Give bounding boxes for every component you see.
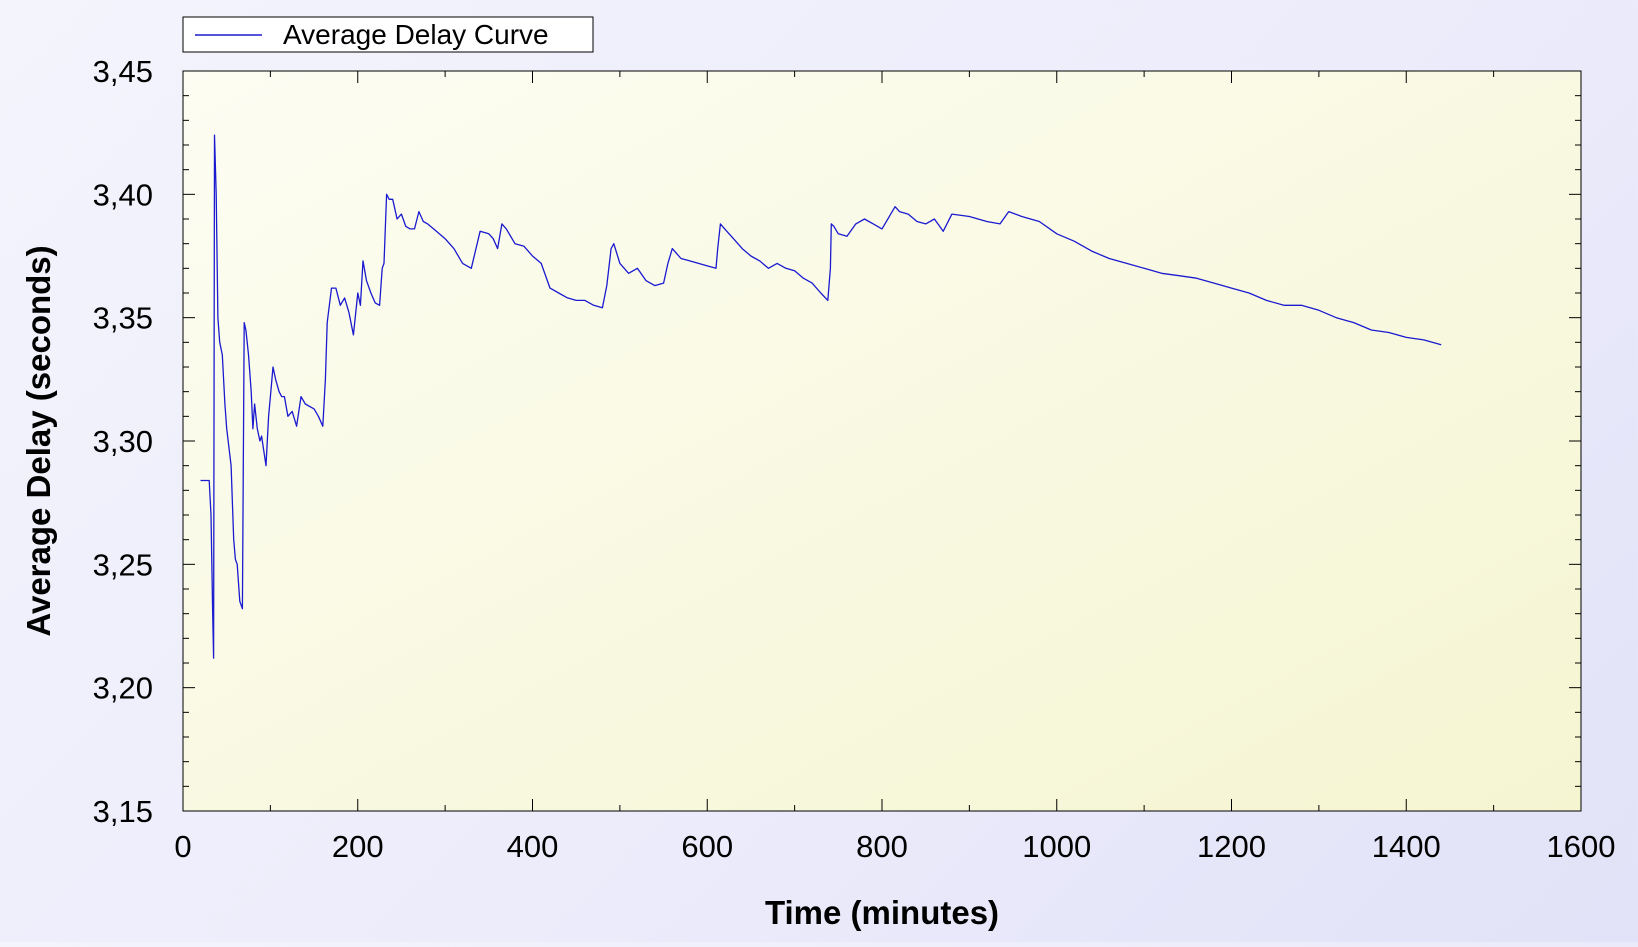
x-axis: 0 200 400 600 800 1000 1200 1400 1600 [174,71,1615,864]
x-tick-label: 1000 [1022,829,1091,864]
x-tick-label: 0 [174,829,191,864]
x-tick-label: 1200 [1197,829,1266,864]
series-line-average-delay [200,134,1442,659]
legend: Average Delay Curve [182,16,594,53]
y-tick-label: 3,30 [93,424,153,459]
x-tick-label: 1600 [1547,829,1616,864]
y-tick-label: 3,35 [93,301,153,336]
x-axis-label: Time (minutes) [765,894,999,931]
legend-label: Average Delay Curve [283,19,549,50]
plot-area [182,70,1582,812]
x-tick-label: 200 [332,829,384,864]
y-axis-label: Average Delay (seconds) [20,245,57,636]
y-tick-label: 3,45 [93,54,153,89]
y-tick-label: 3,15 [93,794,153,829]
series-layer [200,134,1442,659]
x-tick-label: 600 [681,829,733,864]
x-tick-label: 400 [507,829,559,864]
x-tick-label: 1400 [1372,829,1441,864]
y-tick-label: 3,20 [93,671,153,706]
y-tick-label: 3,40 [93,177,153,212]
y-axis: 3,45 3,40 3,35 3,30 3,25 3,20 3,15 [93,54,1581,829]
y-tick-label: 3,25 [93,547,153,582]
x-tick-label: 800 [856,829,908,864]
